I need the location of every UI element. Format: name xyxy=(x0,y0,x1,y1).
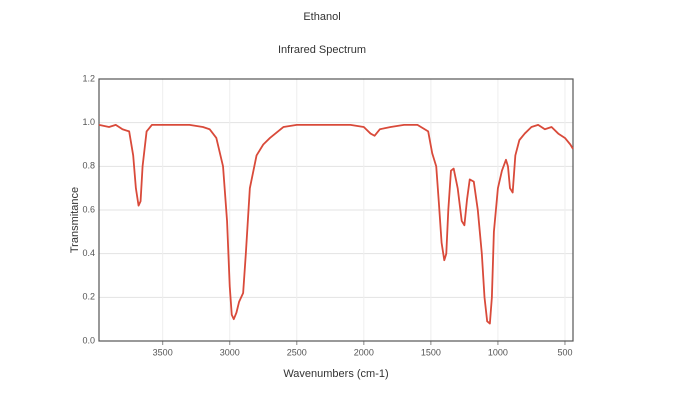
x-tick-label: 2500 xyxy=(287,347,307,357)
y-tick-label: 0.4 xyxy=(82,248,95,258)
y-tick-label: 0.8 xyxy=(82,161,95,171)
x-tick-label: 3500 xyxy=(153,347,173,357)
x-tick-label: 1500 xyxy=(421,347,441,357)
y-tick-label: 0.2 xyxy=(82,292,95,302)
x-tick-label: 500 xyxy=(557,347,572,357)
x-tick-label: 2000 xyxy=(354,347,374,357)
x-axis-label: Wavenumbers (cm-1) xyxy=(283,368,388,380)
y-tick-label: 1.0 xyxy=(82,117,95,127)
y-tick-label: 1.2 xyxy=(82,73,95,83)
y-axis-label: Transmitance xyxy=(69,187,81,253)
chart-subtitle: Infrared Spectrum xyxy=(278,44,366,56)
y-tick-label: 0.0 xyxy=(82,335,95,345)
chart-title: Ethanol xyxy=(303,11,340,23)
spectrum-line xyxy=(98,123,574,325)
x-tick-label: 3000 xyxy=(220,347,240,357)
x-tick-label: 1000 xyxy=(488,347,508,357)
plot-frame xyxy=(98,78,574,342)
y-tick-label: 0.6 xyxy=(82,204,95,214)
